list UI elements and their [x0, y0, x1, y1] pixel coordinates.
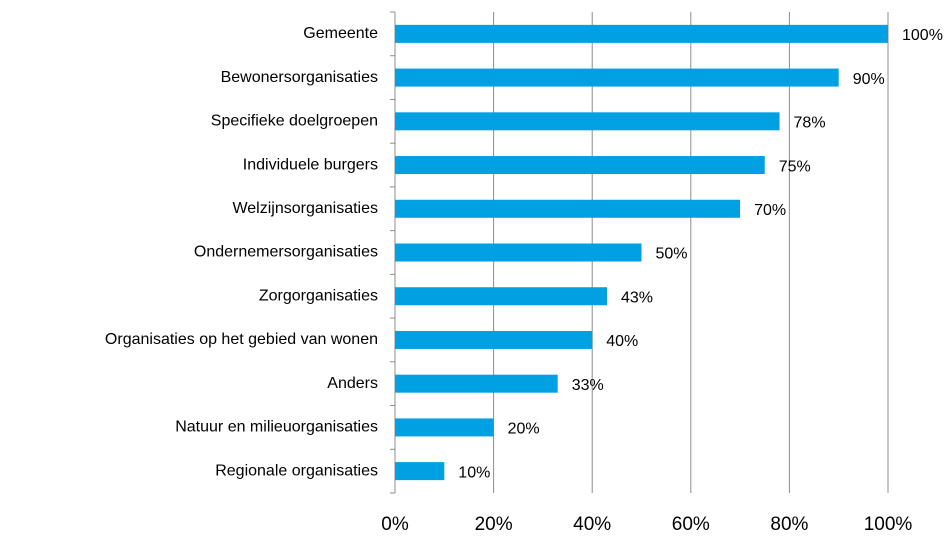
bar — [395, 243, 642, 262]
y-tick-label: Ondernemersorganisaties — [194, 244, 378, 261]
y-tick-label: Specifieke doelgroepen — [211, 113, 378, 130]
y-tick-label: Gemeente — [303, 25, 378, 42]
bar — [395, 287, 607, 306]
bar — [395, 374, 558, 393]
data-label: 50% — [656, 246, 688, 263]
y-tick-label: Welzijnsorganisaties — [232, 200, 378, 217]
data-label: 90% — [853, 71, 885, 88]
bar — [395, 199, 741, 218]
x-tick-label: 100% — [864, 514, 913, 535]
bar — [395, 156, 765, 175]
y-tick-label: Individuele burgers — [243, 156, 378, 173]
data-label: 78% — [794, 115, 826, 132]
x-tick-label: 60% — [672, 514, 710, 535]
data-label: 33% — [572, 377, 604, 394]
bar — [395, 112, 780, 131]
bar — [395, 462, 445, 481]
x-tick-label: 0% — [381, 514, 409, 535]
data-label: 100% — [902, 27, 943, 44]
bar — [395, 418, 494, 437]
x-tick-label: 80% — [770, 514, 808, 535]
y-tick-label: Bewonersorganisaties — [221, 69, 378, 86]
x-tick-label: 20% — [475, 514, 513, 535]
data-label: 75% — [779, 158, 811, 175]
data-label: 20% — [508, 421, 540, 438]
data-label: 40% — [606, 333, 638, 350]
bar — [395, 68, 839, 87]
bar — [395, 330, 593, 349]
data-label: 43% — [621, 289, 653, 306]
data-label: 10% — [458, 464, 490, 481]
y-tick-label: Zorgorganisaties — [259, 287, 378, 304]
y-tick-label: Organisaties op het gebied van wonen — [105, 331, 378, 348]
data-label: 70% — [754, 202, 786, 219]
bar — [395, 24, 888, 43]
y-tick-label: Regionale organisaties — [215, 462, 378, 479]
y-tick-label: Anders — [327, 375, 378, 392]
x-tick-label: 40% — [573, 514, 611, 535]
y-tick-label: Natuur en milieuorganisaties — [175, 419, 378, 436]
